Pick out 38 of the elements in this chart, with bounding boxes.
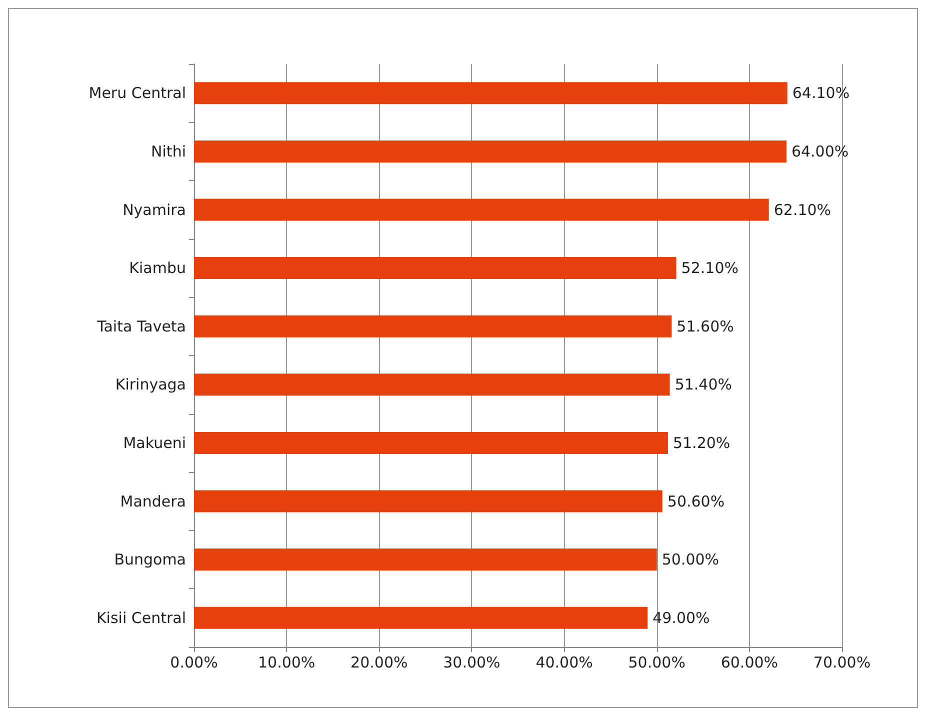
data-label: 51.60%	[676, 317, 734, 336]
x-tick-label: 20.00%	[350, 654, 408, 672]
bar	[194, 548, 657, 571]
y-tick-label: Mandera	[120, 492, 186, 510]
y-tick-label: Makueni	[123, 434, 186, 452]
data-label: 51.40%	[674, 376, 732, 394]
data-label: 51.20%	[672, 434, 730, 452]
y-tick-label: Nyamira	[122, 200, 186, 219]
y-tick-label: Kisii Central	[96, 608, 186, 627]
y-tick-label: Nithi	[151, 142, 186, 160]
x-tick-label: 10.00%	[258, 654, 316, 672]
x-tick-label: 0.00%	[170, 654, 218, 672]
y-tick-label: Bungoma	[114, 550, 186, 569]
bar	[194, 374, 670, 396]
bar	[194, 490, 662, 512]
y-tick-label: Taita Taveta	[96, 317, 186, 336]
bar	[194, 606, 648, 629]
x-tick-label: 50.00%	[628, 654, 686, 672]
data-label: 52.10%	[681, 259, 738, 278]
bar	[194, 82, 788, 104]
bar	[194, 432, 668, 454]
bar	[194, 198, 769, 221]
data-label: 64.10%	[792, 84, 850, 102]
data-label: 62.10%	[774, 200, 832, 219]
bar	[194, 257, 676, 280]
x-tick-label: 30.00%	[443, 654, 500, 672]
data-label: 49.00%	[652, 608, 710, 627]
y-tick-label: Kiambu	[129, 259, 186, 278]
data-label: 64.00%	[791, 142, 849, 160]
y-tick-label: Kirinyaga	[115, 376, 186, 394]
bar	[194, 315, 672, 338]
x-tick-label: 60.00%	[720, 654, 778, 672]
data-label: 50.00%	[662, 550, 720, 569]
x-tick-label: 40.00%	[536, 654, 593, 672]
data-label: 50.60%	[667, 492, 725, 510]
bar	[194, 140, 786, 162]
x-tick-label: 70.00%	[813, 654, 871, 672]
y-tick-label: Meru Central	[88, 84, 186, 102]
